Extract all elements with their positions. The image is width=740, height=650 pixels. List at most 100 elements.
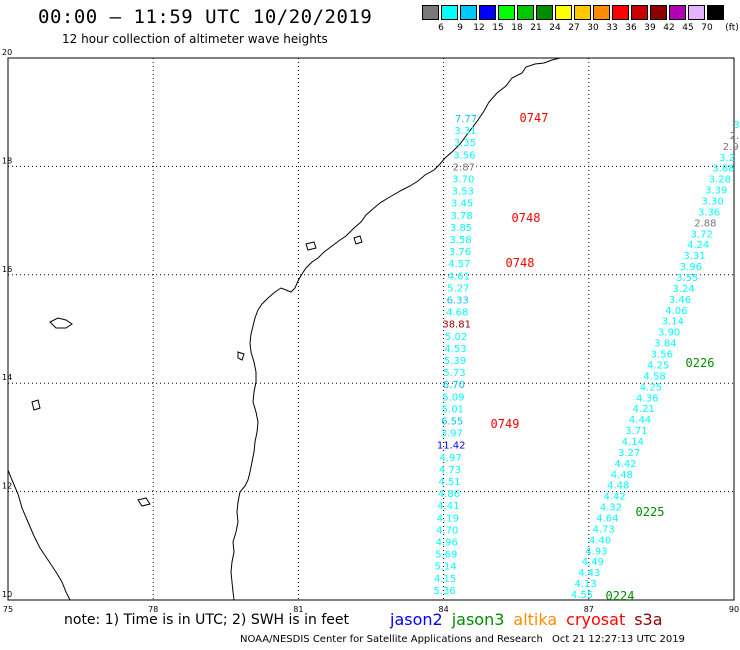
swh-label: 3.84 [654, 339, 676, 350]
swh-label: 3.96 [680, 262, 702, 273]
lat-tick-label: 18 [2, 156, 12, 165]
lat-tick-label: 20 [2, 48, 12, 57]
legend-swatch [441, 5, 458, 20]
island-1 [49, 317, 73, 329]
lon-tick-label: 84 [439, 605, 449, 614]
swh-label: 5.01 [442, 404, 464, 415]
pass-time-label: 0225 [636, 505, 665, 519]
swh-label: 4.48 [611, 470, 633, 481]
legend-swatch [650, 5, 667, 20]
swh-label: 4.49 [582, 557, 604, 568]
swh-label: 4.36 [636, 393, 658, 404]
swh-label: 3.78 [450, 211, 472, 222]
swh-label: 4.97 [439, 453, 461, 464]
pass-time-label: 0748 [506, 256, 535, 270]
swh-label: 6.55 [441, 417, 463, 428]
swh-label: 5.27 [447, 283, 469, 294]
legend-unit: (ft) [725, 23, 739, 33]
legend-label: 21 [530, 23, 542, 33]
pass-time-label: 0224 [606, 589, 635, 603]
pass-time-label: 0747 [520, 111, 549, 125]
lon-tick-label: 90 [729, 605, 739, 614]
axis-tick-labels: 75 78 81 84 87 90 10 12 14 16 18 20 [2, 48, 739, 614]
legend-label: 70 [701, 23, 713, 33]
lon-tick-label: 75 [3, 605, 13, 614]
swh-label: 5.14 [435, 562, 457, 573]
satellite-name: altika [513, 610, 558, 629]
swh-label: 3.36 [698, 207, 720, 218]
legend-label: 6 [438, 23, 444, 33]
swh-label: 3.39 [705, 186, 727, 197]
swh-label: 4.42 [614, 459, 636, 470]
legend-swatch [612, 5, 629, 20]
swh-label: 5.73 [443, 368, 465, 379]
legend-label: 9 [457, 23, 463, 33]
legend-swatch [498, 5, 515, 20]
swh-label: 4.48 [607, 481, 629, 492]
legend-swatch [574, 5, 591, 20]
swh-label: 11.42 [437, 441, 466, 452]
lon-tick-label: 81 [293, 605, 303, 614]
lat-tick-label: 10 [2, 590, 12, 599]
swh-label: 4.58 [643, 371, 665, 382]
legend-swatch [688, 5, 705, 20]
legend-swatch [593, 5, 610, 20]
legend-swatch [631, 5, 648, 20]
swh-label: 4.57 [448, 259, 470, 270]
swh-label: 3.2 [719, 153, 735, 164]
swh-label: 4.51 [438, 477, 460, 488]
satellite-name: jason2 [390, 610, 443, 629]
swh-label: 4.70 [436, 525, 458, 536]
swh-label: 4.86 [438, 489, 460, 500]
satellite-legend: jason2 jason3 altika cryosat s3a [390, 610, 672, 629]
satellite-name: cryosat [566, 610, 626, 629]
legend-swatch [479, 5, 496, 20]
swh-label: 4.06 [665, 306, 687, 317]
swh-label: 4.93 [585, 546, 607, 557]
swh-label: 3.24 [672, 284, 694, 295]
swh-label: 4.40 [589, 535, 611, 546]
map-frame [7, 57, 735, 601]
wave-height-labels: 7.773.313.353.562.873.703.533.453.783.85… [433, 114, 740, 601]
satellite-name: jason3 [451, 610, 505, 629]
swh-label: 5.09 [442, 392, 464, 403]
swh-label: 3.56 [453, 150, 475, 161]
swh-label: 4.55 [571, 590, 593, 601]
legend-label: 36 [625, 23, 637, 33]
swh-label: 6.33 [447, 296, 469, 307]
generated-timestamp: Oct 21 12:27:13 UTC 2019 [552, 634, 685, 645]
swh-label: 4.13 [574, 579, 596, 590]
swh-label: 3.76 [449, 247, 471, 258]
swh-label: 3.70 [452, 175, 474, 186]
legend-swatch [555, 5, 572, 20]
legend-label: 42 [663, 23, 675, 33]
swh-label: 3.14 [662, 317, 684, 328]
swh-label: 2. [730, 131, 740, 142]
swh-label: 5.69 [435, 550, 457, 561]
legend-swatch [422, 5, 439, 20]
sri-lanka-west-coastline [7, 469, 71, 601]
pass-time-label: 0748 [512, 211, 541, 225]
swh-label: 3.55 [676, 273, 698, 284]
swh-label: 3.46 [669, 295, 691, 306]
swh-label: 3.31 [454, 126, 476, 137]
swh-label: 4.15 [434, 574, 456, 585]
swh-label: 4.64 [596, 513, 618, 524]
india-east-coastline [230, 57, 561, 601]
legend-label: 12 [473, 23, 485, 33]
swh-label: 3.90 [658, 328, 680, 339]
swh-label: 7.77 [455, 114, 477, 125]
legend-swatch [669, 5, 686, 20]
legend-label: 27 [568, 23, 580, 33]
island-3 [137, 497, 151, 507]
swh-label: 3.56 [651, 350, 673, 361]
lat-tick-label: 12 [2, 482, 12, 491]
legend-label: 39 [644, 23, 656, 33]
swh-label: 3.58 [449, 235, 471, 246]
swh-label: 4.68 [446, 308, 468, 319]
swh-label: 4.21 [633, 404, 655, 415]
swh-label: 4.32 [600, 503, 622, 514]
legend-swatch [707, 5, 724, 20]
swh-label: 5.36 [433, 586, 455, 597]
